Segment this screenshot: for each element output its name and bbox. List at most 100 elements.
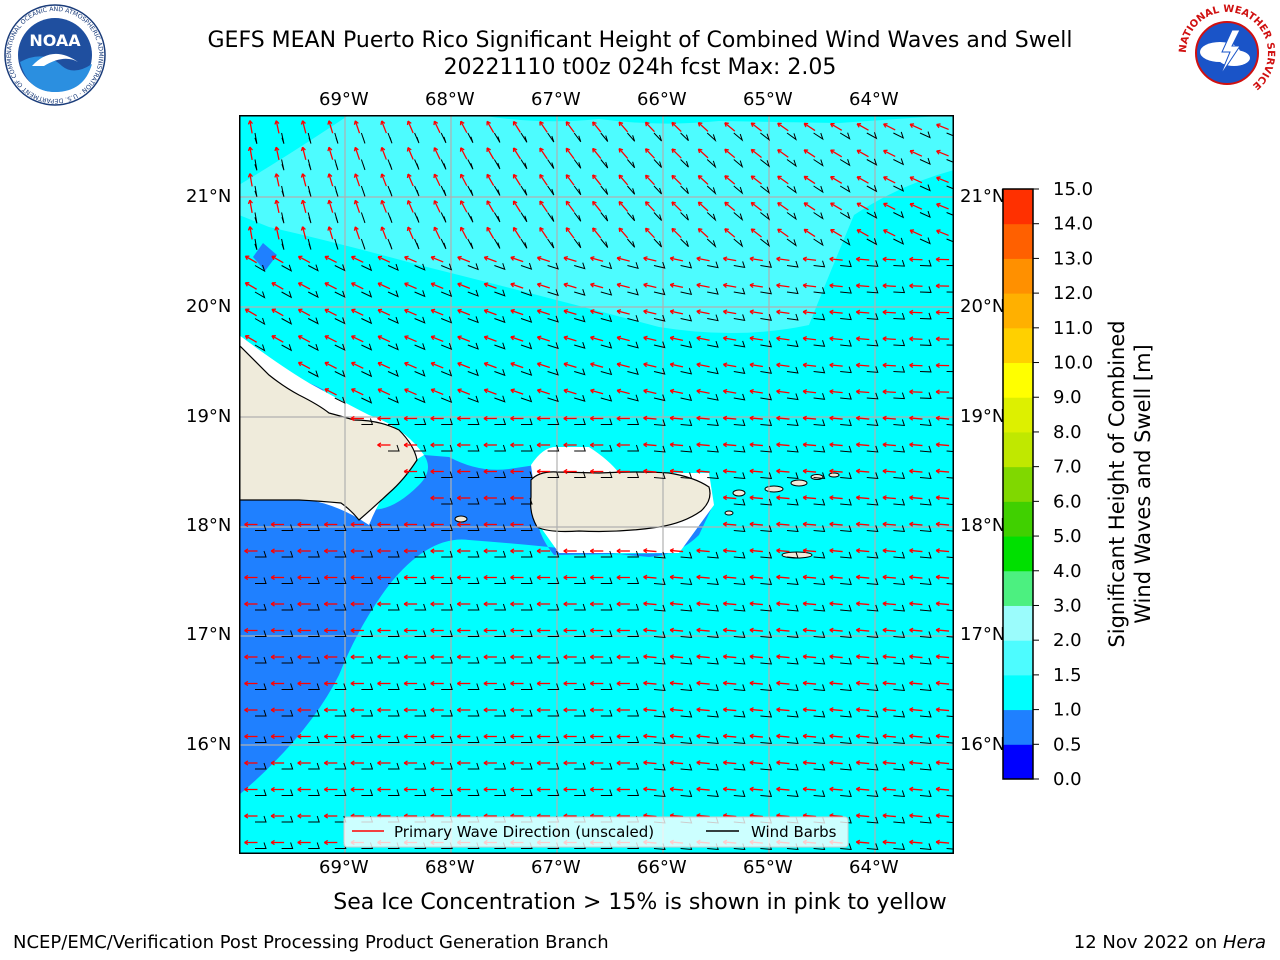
wave-arrow-head bbox=[909, 601, 914, 607]
wave-arrow-head bbox=[855, 336, 861, 342]
wave-arrow-head bbox=[589, 548, 595, 554]
wind-barb bbox=[493, 185, 501, 196]
wind-barb bbox=[866, 790, 879, 798]
wind-barb bbox=[653, 737, 666, 745]
wave-arrow-head bbox=[749, 256, 754, 262]
wave-arrow-head bbox=[724, 148, 729, 154]
wave-arrow-head bbox=[856, 202, 862, 208]
wave-arrow-head bbox=[724, 201, 729, 207]
wind-barb bbox=[786, 287, 799, 295]
wave-direction-arrow bbox=[829, 390, 843, 394]
wave-arrow-head bbox=[350, 760, 355, 766]
wave-arrow-head bbox=[935, 786, 941, 792]
wind-barb bbox=[893, 843, 906, 851]
wave-direction-arrow bbox=[909, 708, 923, 712]
wave-arrow-head bbox=[403, 707, 408, 713]
wave-arrow-head bbox=[935, 627, 941, 633]
wave-direction-arrow bbox=[936, 417, 950, 420]
wind-barb bbox=[308, 762, 320, 770]
wind-barb bbox=[600, 550, 613, 558]
wind-barb bbox=[919, 392, 932, 399]
wind-barb bbox=[493, 238, 501, 249]
wind-barb bbox=[786, 419, 799, 427]
wind-barb bbox=[893, 286, 906, 294]
wave-direction-arrow bbox=[460, 173, 468, 187]
lon-label-bottom-68w: 68°W bbox=[425, 857, 475, 878]
wind-barb bbox=[893, 737, 906, 745]
wave-arrow-head bbox=[459, 173, 465, 179]
wave-arrow-head bbox=[300, 173, 306, 178]
wind-barb bbox=[600, 577, 613, 584]
wind-barb bbox=[361, 736, 374, 743]
wind-barb bbox=[467, 342, 479, 350]
wave-arrow-head bbox=[589, 442, 595, 448]
wave-direction-arrow bbox=[404, 362, 417, 369]
wind-barb bbox=[388, 603, 400, 611]
wave-direction-arrow bbox=[249, 120, 253, 134]
wave-arrow-head bbox=[935, 256, 940, 263]
wind-barb bbox=[334, 683, 347, 690]
wind-barb bbox=[547, 238, 555, 249]
wind-barb bbox=[893, 472, 906, 480]
wind-barb bbox=[707, 340, 719, 348]
wind-barb bbox=[255, 630, 267, 637]
wind-barb bbox=[707, 287, 719, 295]
wind-barb bbox=[467, 159, 474, 170]
wave-direction-arrow bbox=[696, 602, 710, 606]
wave-patch-nw bbox=[253, 243, 277, 271]
wind-barb bbox=[866, 657, 879, 665]
wave-direction-arrow bbox=[616, 336, 630, 342]
wind-barb bbox=[840, 657, 852, 665]
wave-arrow-head bbox=[244, 813, 249, 819]
wave-arrow-head bbox=[350, 361, 356, 367]
footer-date-text: 12 Nov 2022 on bbox=[1073, 932, 1223, 953]
colorbar-label-line1: Significant Height of Combined bbox=[1105, 320, 1129, 647]
wave-direction-arrow bbox=[324, 335, 337, 343]
wind-barb bbox=[866, 445, 879, 453]
wave-direction-arrow bbox=[723, 310, 737, 315]
wave-arrow-head bbox=[244, 707, 249, 713]
wave-arrow-head bbox=[403, 574, 408, 581]
wave-arrow-head bbox=[616, 335, 622, 341]
wind-barb bbox=[893, 445, 906, 453]
wave-arrow-head bbox=[324, 255, 330, 261]
wave-direction-arrow bbox=[298, 255, 311, 264]
wave-direction-arrow bbox=[643, 417, 657, 420]
wave-arrow-head bbox=[882, 389, 887, 395]
colorbar-label-line2: Wind Waves and Swell [m] bbox=[1131, 344, 1155, 624]
wave-direction-arrow bbox=[275, 200, 280, 213]
wave-arrow-head bbox=[669, 707, 675, 713]
wave-arrow-head bbox=[935, 654, 941, 660]
lon-label-top-64w: 64°W bbox=[849, 89, 899, 110]
wave-arrow-head bbox=[324, 308, 330, 314]
wave-direction-arrow bbox=[324, 362, 337, 369]
wave-arrow-head bbox=[590, 256, 595, 262]
wave-arrow-head bbox=[776, 601, 781, 607]
wave-arrow-head bbox=[510, 627, 515, 634]
colorbar-tick-label: 11.0 bbox=[1053, 318, 1093, 339]
wind-barb bbox=[467, 369, 479, 377]
wave-arrow-head bbox=[297, 760, 302, 766]
wave-arrow-head bbox=[936, 123, 941, 129]
wind-barb bbox=[387, 263, 399, 271]
wave-direction-arrow bbox=[670, 814, 684, 818]
wave-arrow-head bbox=[433, 173, 439, 179]
wind-barb bbox=[919, 604, 932, 612]
wave-direction-arrow bbox=[803, 337, 817, 341]
wave-arrow-head bbox=[882, 415, 887, 421]
wave-arrow-head bbox=[669, 415, 675, 421]
wind-barb bbox=[840, 790, 852, 798]
wave-direction-arrow bbox=[776, 735, 790, 738]
wind-barb bbox=[361, 524, 374, 531]
wave-arrow-head bbox=[909, 309, 914, 315]
wave-direction-arrow bbox=[645, 227, 655, 239]
wave-arrow-head bbox=[855, 733, 861, 739]
wind-barb bbox=[893, 339, 906, 347]
wind-barb bbox=[893, 790, 906, 798]
wave-arrow-head bbox=[483, 627, 488, 634]
wave-direction-arrow bbox=[565, 227, 575, 239]
wave-arrow-head bbox=[350, 786, 355, 793]
wind-barb bbox=[281, 524, 294, 531]
wave-direction-arrow bbox=[776, 443, 790, 447]
wave-arrow-head bbox=[430, 627, 435, 634]
